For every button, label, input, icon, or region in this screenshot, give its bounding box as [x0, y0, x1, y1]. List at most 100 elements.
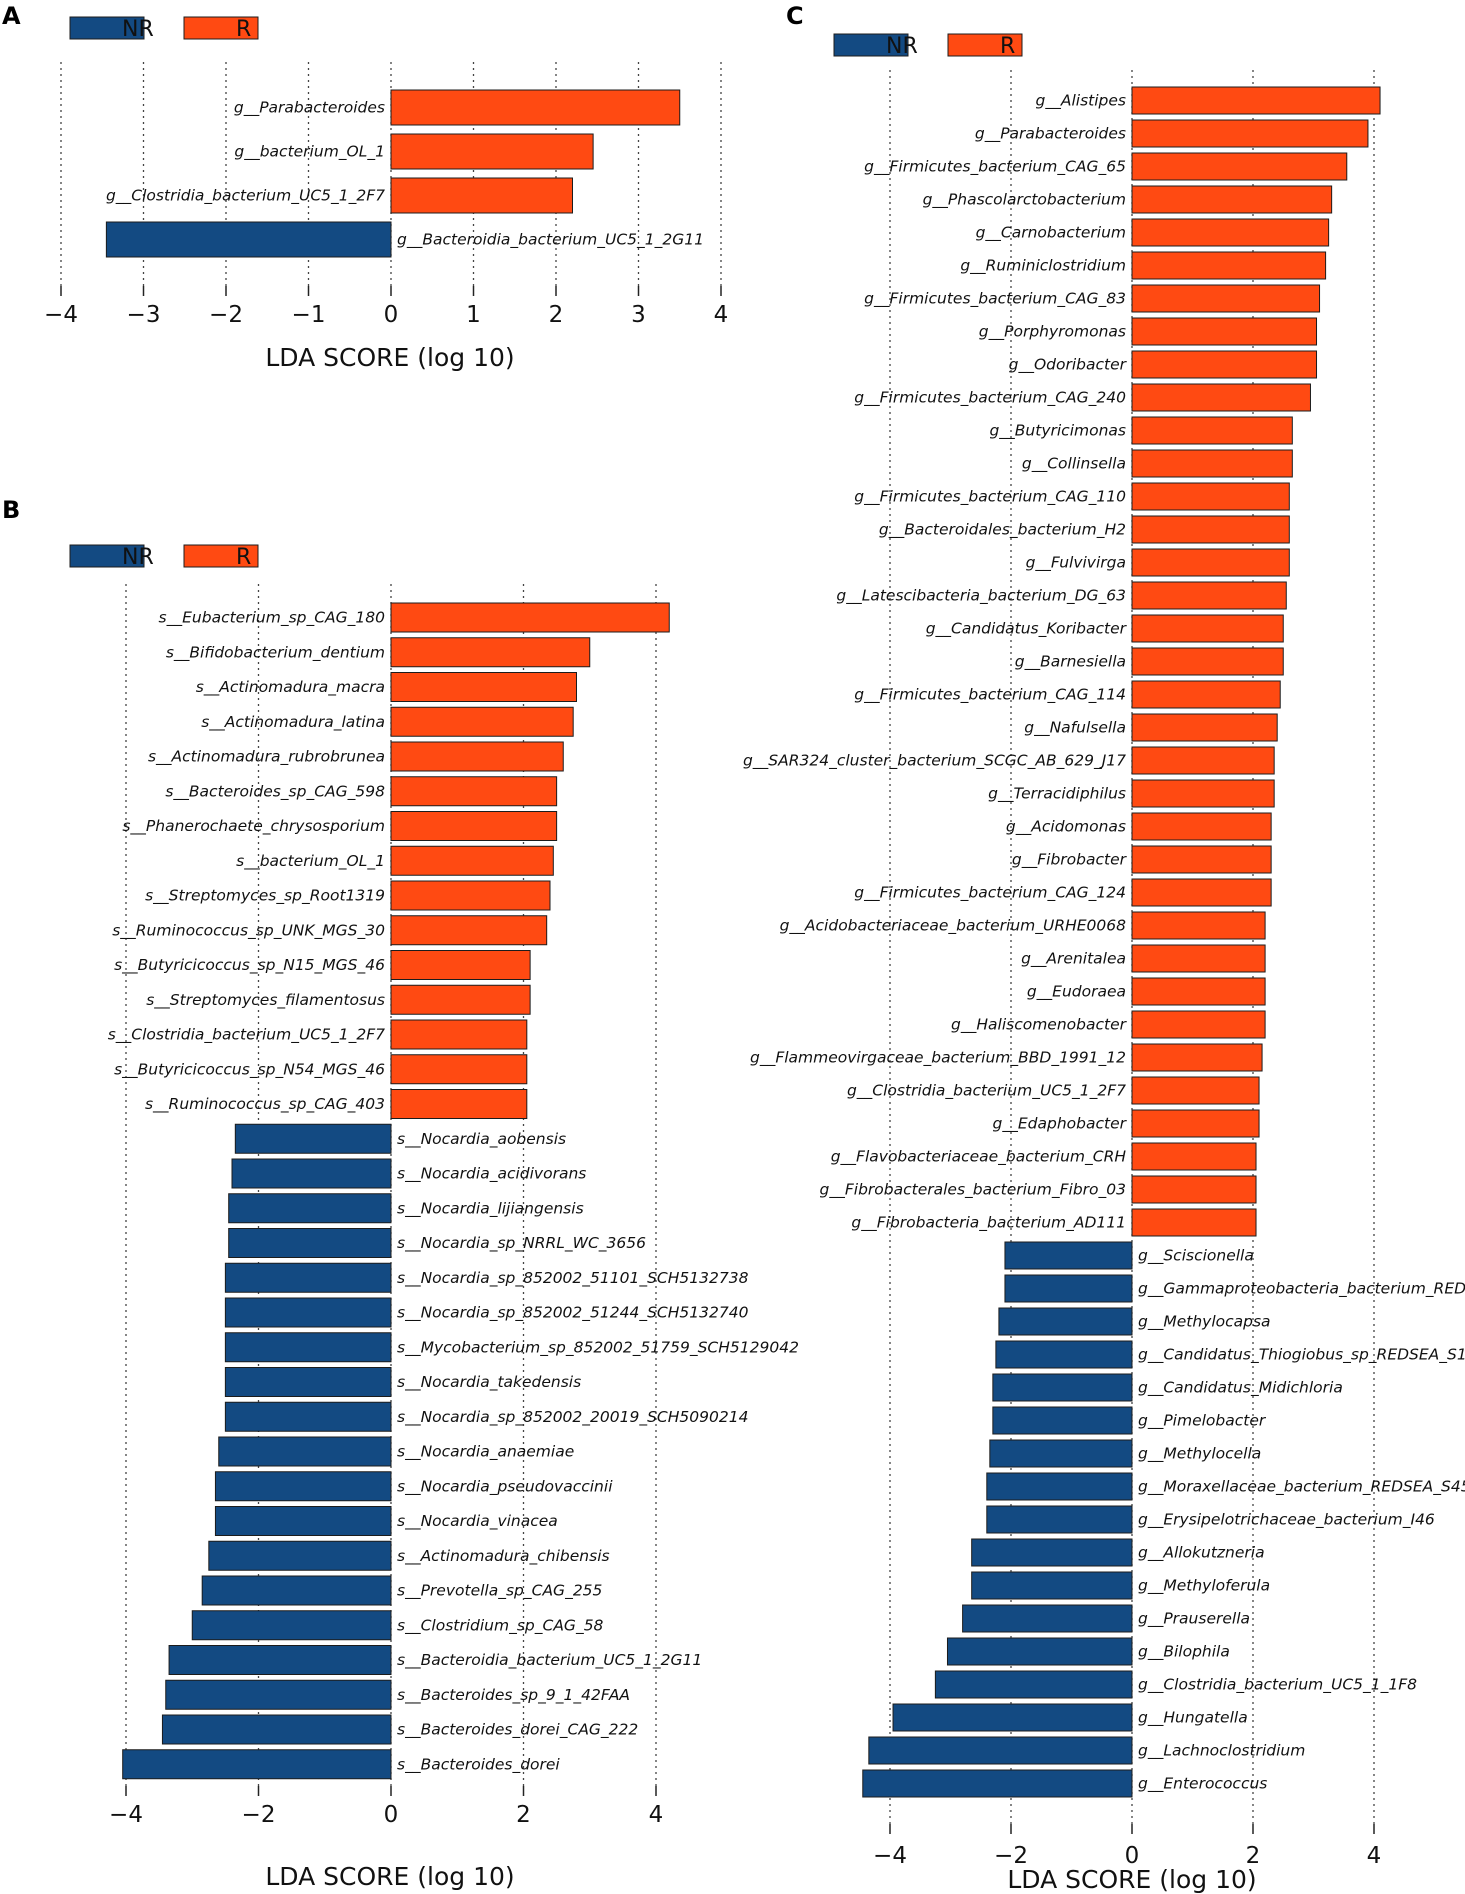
x-tick-label: −4	[109, 1802, 143, 1828]
bar-r	[1131, 185, 1333, 214]
bar-label: g__Firmicutes_bacterium_CAG_240	[854, 389, 1126, 408]
bar-label: s__Actinomadura_chibensis	[397, 1547, 610, 1566]
bar-label: g__Firmicutes_bacterium_CAG_110	[854, 488, 1126, 507]
bar-r	[1131, 86, 1381, 115]
bar-label: g__Ruminiclostridium	[960, 257, 1126, 276]
bar-r	[1131, 1175, 1257, 1204]
bar-r	[1131, 746, 1275, 775]
legend-swatch-nr	[69, 544, 145, 568]
x-tick-label: 4	[714, 302, 729, 328]
bar-nr	[998, 1307, 1133, 1336]
bar-label: g__Bilophila	[1138, 1643, 1230, 1662]
bar-r	[390, 602, 670, 633]
bar-nr	[228, 1228, 392, 1258]
bar-label: g__Edaphobacter	[993, 1115, 1128, 1134]
bar-label: g__Barnesiella	[1015, 653, 1126, 672]
x-tick-label: −2	[209, 302, 243, 328]
bar-label: g__Methyloferula	[1138, 1577, 1270, 1596]
bar-r	[1131, 1208, 1257, 1237]
bar-nr	[214, 1471, 392, 1502]
bar-label: s__Streptomyces_sp_Root1319	[145, 887, 385, 906]
bar-nr	[989, 1439, 1133, 1468]
bar-label: s__Bacteroides_sp_9_1_42FAA	[397, 1686, 630, 1705]
bar-nr	[214, 1506, 392, 1536]
bar-label: g__Allokutzneria	[1138, 1544, 1265, 1563]
bar-label: g__Firmicutes_bacterium_CAG_83	[864, 290, 1126, 309]
bar-label: g__Methylocapsa	[1138, 1313, 1271, 1332]
panel-letter: A	[2, 2, 21, 30]
bar-r	[390, 672, 577, 702]
panel-c-chart: C NR Rg__Alistipes g__Parabacteroides g__Fir…	[743, 2, 1465, 1894]
x-tick-label: 2	[516, 1802, 531, 1828]
bar-nr	[234, 1123, 392, 1154]
bar-nr	[986, 1472, 1133, 1501]
bar-r	[390, 741, 564, 772]
bar-r	[1131, 647, 1284, 676]
bar-label: s__Butyricicoccus_sp_N15_MGS_46	[114, 956, 385, 975]
bar-r	[1131, 152, 1348, 181]
bar-label: s__Actinomadura_rubrobrunea	[148, 748, 385, 767]
bar-r	[390, 133, 594, 170]
bar-label: g__Flammeovirgaceae_bacterium_BBD_1991_1…	[750, 1049, 1126, 1068]
bar-label: g__Fibrobacteria_bacterium_AD111	[851, 1214, 1126, 1233]
bar-r	[1131, 416, 1293, 445]
bar-label: s__Eubacterium_sp_CAG_180	[159, 609, 386, 628]
bar-label: g__Firmicutes_bacterium_CAG_124	[854, 884, 1126, 903]
bar-label: g__SAR324_cluster_bacterium_SCGC_AB_629_…	[743, 752, 1126, 771]
bar-label: g__Acidobacteriaceae_bacterium_URHE0068	[780, 917, 1127, 936]
x-tick-label: −2	[994, 1843, 1028, 1869]
bar-label: s__Bacteroides_dorei_CAG_222	[397, 1721, 638, 1740]
legend-label-nr: NR	[122, 17, 154, 42]
bar-r	[390, 880, 551, 911]
bar-nr	[1004, 1274, 1133, 1303]
bar-label: s__Bacteroides_dorei	[397, 1755, 560, 1774]
bar-label: g__Firmicutes_bacterium_CAG_114	[854, 686, 1126, 705]
bar-nr	[105, 221, 392, 258]
bar-label: g__Bacteroidales_bacterium_H2	[879, 521, 1126, 540]
bar-label: g__Clostridia_bacterium_UC5_1_1F8	[1138, 1676, 1417, 1695]
bar-label: g__Lachnoclostridium	[1138, 1742, 1305, 1761]
bar-label: s__Actinomadura_latina	[201, 713, 385, 732]
bar-r	[1131, 614, 1284, 643]
bar-label: s__Nocardia_sp_852002_51101_SCH5132738	[397, 1269, 749, 1288]
bar-r	[1131, 449, 1293, 478]
bar-r	[1131, 218, 1330, 247]
x-tick-label: 2	[1246, 1843, 1261, 1869]
bar-r	[390, 706, 574, 737]
bar-r	[1131, 548, 1290, 577]
x-tick-label: −4	[44, 302, 78, 328]
x-axis-title: LDA SCORE (log 10)	[265, 343, 514, 372]
bar-label: s__Clostridia_bacterium_UC5_1_2F7	[108, 1026, 385, 1045]
bar-nr	[218, 1436, 392, 1467]
bar-label: g__Erysipelotrichaceae_bacterium_I46	[1138, 1511, 1435, 1530]
bar-nr	[191, 1610, 392, 1641]
bar-r	[1131, 119, 1369, 148]
bar-label: g__Eudoraea	[1027, 983, 1126, 1002]
bar-label: s__Nocardia_sp_852002_20019_SCH5090214	[397, 1408, 748, 1427]
bar-nr	[231, 1158, 392, 1189]
bar-label: g__Bacteroidia_bacterium_UC5_1_2G11	[397, 231, 704, 250]
bar-r	[1131, 383, 1311, 412]
panel-a-chart: A NR Rg__Parabacteroides g__bacterium_OL_1g…	[2, 2, 728, 372]
bar-r	[390, 811, 558, 841]
bar-r	[1131, 845, 1272, 874]
bar-label: s__Nocardia_takedensis	[397, 1373, 581, 1392]
legend-swatch-nr	[69, 16, 145, 40]
bar-label: g__Gammaproteobacteria_bacterium_REDSEA_…	[1138, 1280, 1465, 1299]
x-tick-label: 4	[649, 1802, 664, 1828]
bar-label: s__Bacteroides_sp_CAG_598	[165, 782, 385, 801]
bar-label: g__Hungatella	[1138, 1709, 1248, 1728]
panel-letter: C	[786, 2, 804, 30]
x-tick-label: −3	[127, 302, 161, 328]
bar-nr	[962, 1604, 1133, 1633]
bar-label: g__Sciscionella	[1138, 1247, 1254, 1266]
bar-label: s__bacterium_OL_1	[236, 852, 385, 871]
bar-r	[1131, 1010, 1266, 1039]
bar-label: s__Prevotella_sp_CAG_255	[397, 1582, 602, 1601]
bar-r	[1131, 713, 1278, 742]
bar-r	[1131, 779, 1275, 808]
bar-label: g__Phascolarctobacterium	[923, 191, 1126, 210]
legend-label-nr: NR	[886, 34, 918, 59]
bar-label: g__Terracidiphilus	[988, 785, 1126, 804]
